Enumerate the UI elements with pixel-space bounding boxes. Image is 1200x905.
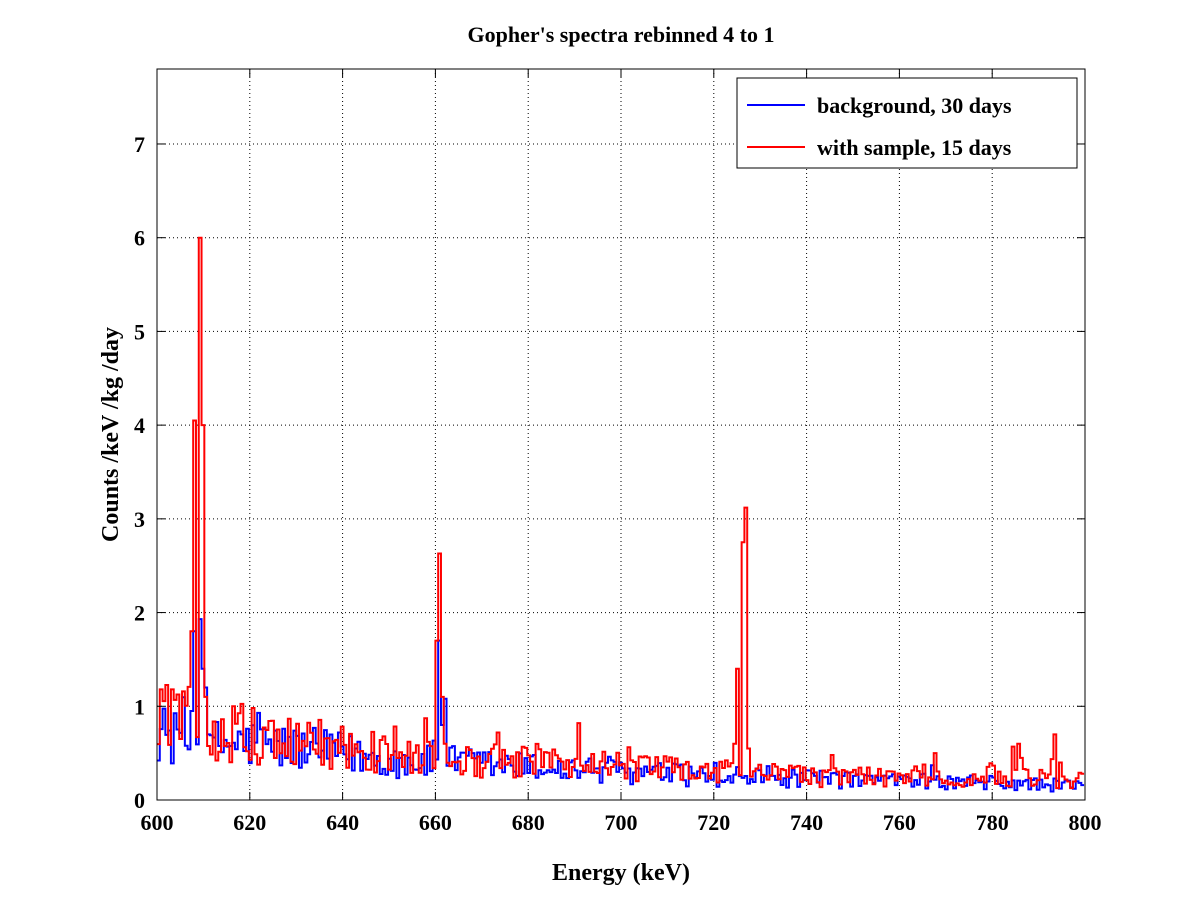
y-tick-label: 7	[134, 132, 145, 157]
y-axis-label: Counts /keV /kg /day	[98, 327, 124, 542]
x-tick-label: 700	[605, 810, 638, 835]
y-tick-label: 3	[134, 507, 145, 532]
x-tick-label: 720	[697, 810, 730, 835]
legend-label-with-sample: with sample, 15 days	[817, 135, 1012, 160]
x-tick-label: 760	[883, 810, 916, 835]
legend-label-background: background, 30 days	[817, 93, 1012, 118]
y-tick-label: 0	[134, 788, 145, 813]
y-tick-label: 6	[134, 226, 145, 251]
y-tick-label: 2	[134, 601, 145, 626]
x-tick-label: 680	[512, 810, 545, 835]
plot-area-background	[157, 69, 1085, 800]
chart-title: Gopher's spectra rebinned 4 to 1	[468, 22, 775, 47]
x-tick-label: 660	[419, 810, 452, 835]
x-tick-label: 780	[976, 810, 1009, 835]
x-tick-label: 740	[790, 810, 823, 835]
x-tick-label: 620	[233, 810, 266, 835]
series-line-1	[157, 236, 1085, 790]
y-tick-label: 5	[134, 319, 145, 344]
y-tick-label: 1	[134, 694, 145, 719]
legend: background, 30 days with sample, 15 days	[736, 77, 1078, 169]
grid	[157, 69, 1085, 800]
x-tick-label: 800	[1069, 810, 1102, 835]
x-tick-label: 640	[326, 810, 359, 835]
series-layer	[157, 236, 1085, 793]
x-tick-label: 600	[141, 810, 174, 835]
x-axis-label: Energy (keV)	[552, 860, 690, 886]
ticks: 600 620 640 660 680 700 720 740 760 780 800 0 1 2 3 4 5 6…	[134, 69, 1102, 835]
y-tick-label: 4	[134, 413, 145, 438]
legend-box	[736, 77, 1078, 169]
